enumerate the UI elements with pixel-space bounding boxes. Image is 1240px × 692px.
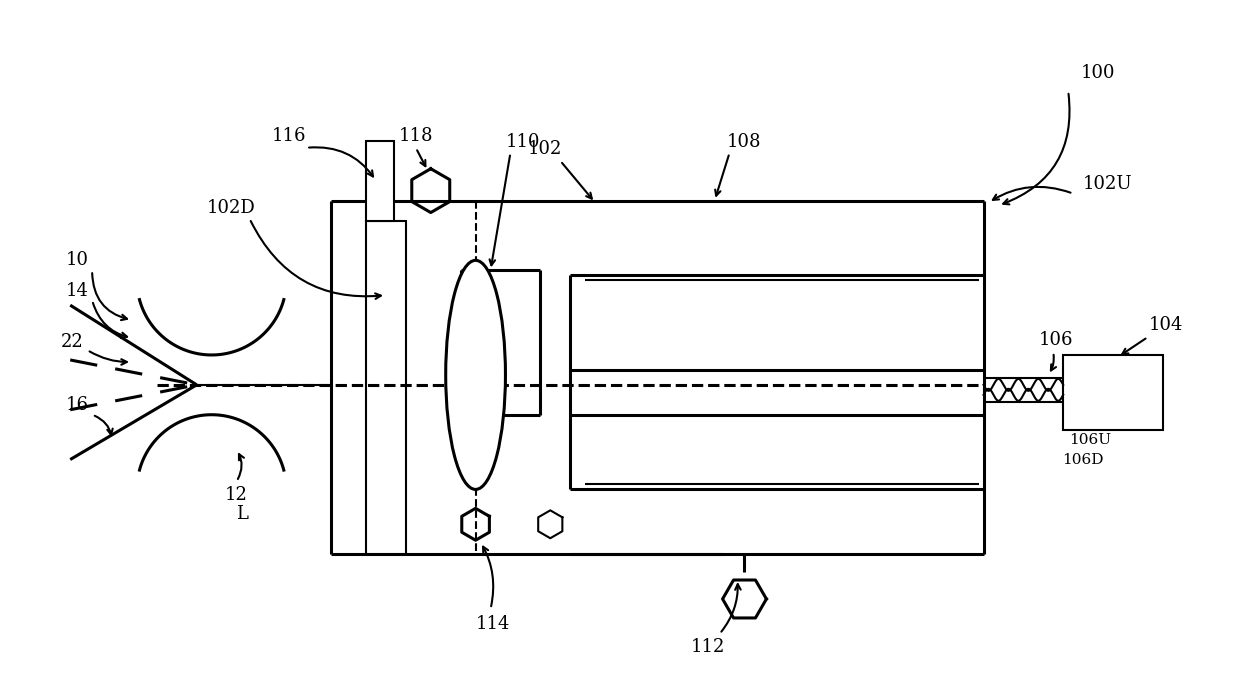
Text: 104: 104 <box>1148 316 1183 334</box>
Text: L: L <box>236 505 248 523</box>
Text: 108: 108 <box>727 133 761 151</box>
Bar <box>366 221 405 554</box>
Text: 106D: 106D <box>1063 453 1104 466</box>
Text: 102D: 102D <box>207 199 255 217</box>
Text: 114: 114 <box>475 615 510 633</box>
Text: 112: 112 <box>691 638 725 656</box>
Text: 12: 12 <box>226 486 248 504</box>
Text: 106U: 106U <box>1069 432 1111 446</box>
Text: 106: 106 <box>1039 331 1074 349</box>
Text: 118: 118 <box>398 127 433 145</box>
Ellipse shape <box>445 260 506 489</box>
Text: 116: 116 <box>272 127 306 145</box>
Bar <box>1063 355 1163 430</box>
Text: 22: 22 <box>61 333 83 351</box>
Text: 102: 102 <box>528 140 563 158</box>
Text: 14: 14 <box>66 282 88 300</box>
Text: 10: 10 <box>66 251 89 269</box>
Text: 102U: 102U <box>1084 174 1133 192</box>
Bar <box>366 141 394 221</box>
Text: 100: 100 <box>1081 64 1115 82</box>
Text: 16: 16 <box>66 396 89 414</box>
Text: 110: 110 <box>506 133 541 151</box>
